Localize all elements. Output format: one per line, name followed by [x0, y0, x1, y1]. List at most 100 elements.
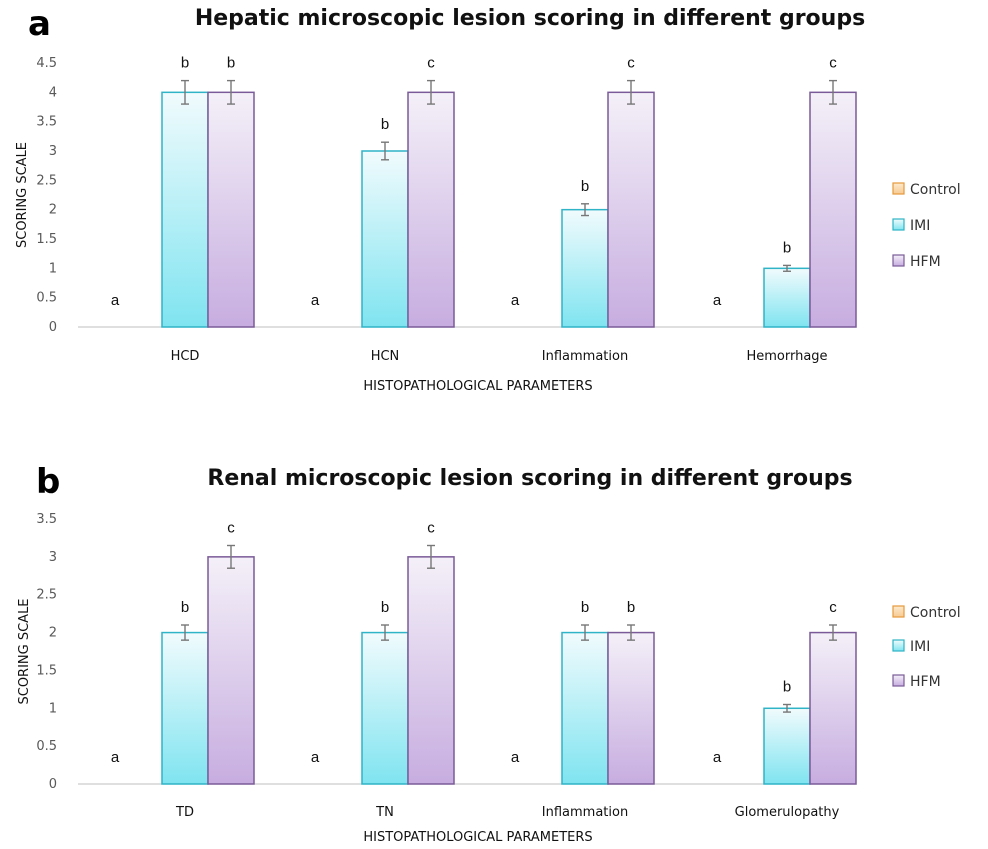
bar-hfm-b	[607, 631, 655, 785]
x-axis-label-a: HISTOPATHOLOGICAL PARAMETERS	[363, 379, 592, 394]
y-tick-label-b: 1	[49, 701, 57, 716]
bar-hfm-a	[407, 91, 455, 328]
panel-b: b Renal microscopic lesion scoring in di…	[0, 420, 988, 849]
y-tick-label-a: 3.5	[36, 115, 57, 130]
significance-letter-b: c	[829, 599, 837, 616]
legend-hfm-label-b: HFM	[910, 674, 941, 690]
y-tick-label-b: 3.5	[36, 512, 57, 527]
error-bar-imi-a	[181, 79, 189, 105]
significance-letter-b: c	[427, 520, 435, 537]
error-bar-imi-a	[581, 203, 589, 217]
significance-letter-a: b	[581, 178, 589, 195]
significance-letter-a: c	[627, 55, 635, 72]
y-tick-label-a: 3	[49, 144, 57, 159]
y-tick-label-b: 0	[49, 777, 57, 792]
category-label-a: HCN	[371, 349, 400, 364]
significance-letter-a: a	[713, 292, 722, 309]
significance-letter-a: c	[427, 55, 435, 72]
panel-a: a Hepatic microscopic lesion scoring in …	[0, 0, 988, 420]
y-tick-label-a: 1	[49, 261, 57, 276]
y-tick-label-a: 0	[49, 320, 57, 335]
error-bar-imi-a	[783, 264, 791, 272]
error-bar-imi-b	[581, 624, 589, 641]
legend-hfm-swatch-b	[892, 674, 905, 687]
chart-title-a: Hepatic microscopic lesion scoring in di…	[194, 6, 866, 31]
legend-control-label-a: Control	[910, 182, 961, 198]
bar-imi-b	[763, 707, 811, 785]
bar-imi-b	[561, 631, 609, 785]
bar-imi-b	[161, 631, 209, 785]
y-tick-label-a: 1.5	[36, 232, 57, 247]
significance-letter-b: c	[227, 520, 235, 537]
y-tick-label-b: 1.5	[36, 663, 57, 678]
bar-imi-a	[561, 208, 609, 328]
legend-imi-swatch-b	[892, 639, 905, 652]
y-tick-label-b: 0.5	[36, 739, 57, 754]
significance-letter-b: a	[511, 749, 520, 766]
bar-imi-a	[361, 150, 409, 328]
legend-hfm-swatch-a	[892, 254, 905, 267]
legend-control-label-b: Control	[910, 605, 961, 621]
significance-letter-a: a	[311, 292, 320, 309]
error-bar-hfm-a	[829, 79, 837, 105]
significance-letter-b: b	[783, 679, 791, 696]
category-label-a: Inflammation	[542, 349, 628, 364]
y-axis-label-b: SCORING SCALE	[17, 598, 32, 704]
category-label-a: Hemorrhage	[746, 349, 827, 364]
bar-hfm-b	[407, 556, 455, 785]
panel-letter-b: b	[36, 462, 61, 502]
y-tick-label-b: 3	[49, 550, 57, 565]
y-tick-label-a: 4	[49, 85, 57, 100]
bar-hfm-a	[809, 91, 857, 328]
significance-letter-b: b	[181, 599, 189, 616]
significance-letter-b: b	[581, 599, 589, 616]
legend-control-swatch-a	[892, 182, 905, 195]
y-tick-label-a: 4.5	[36, 56, 57, 71]
error-bar-hfm-b	[627, 624, 635, 641]
error-bar-hfm-b	[427, 544, 435, 569]
panel-letter-a: a	[28, 4, 51, 44]
y-tick-label-a: 0.5	[36, 291, 57, 306]
significance-letter-b: a	[311, 749, 320, 766]
error-bar-imi-b	[783, 703, 791, 713]
category-label-b: TN	[375, 805, 394, 820]
significance-letter-b: b	[627, 599, 635, 616]
error-bar-imi-b	[181, 624, 189, 641]
category-label-b: Glomerulopathy	[735, 805, 840, 820]
bar-hfm-b	[207, 556, 255, 785]
bar-imi-a	[763, 267, 811, 328]
category-label-b: TD	[175, 805, 194, 820]
bar-imi-a	[161, 91, 209, 328]
error-bar-imi-a	[381, 141, 389, 161]
significance-letter-b: a	[111, 749, 120, 766]
x-axis-label-b: HISTOPATHOLOGICAL PARAMETERS	[363, 830, 592, 845]
category-label-a: HCD	[171, 349, 200, 364]
chart-title-b: Renal microscopic lesion scoring in diff…	[207, 466, 853, 491]
legend-imi-swatch-a	[892, 218, 905, 231]
significance-letter-a: b	[181, 55, 189, 72]
significance-letter-a: b	[227, 55, 235, 72]
significance-letter-b: b	[381, 599, 389, 616]
significance-letter-a: b	[381, 116, 389, 133]
y-tick-label-b: 2	[49, 626, 57, 641]
error-bar-hfm-b	[227, 544, 235, 569]
error-bar-hfm-b	[829, 624, 837, 641]
significance-letter-a: a	[511, 292, 520, 309]
significance-letter-a: a	[111, 292, 120, 309]
y-tick-label-a: 2	[49, 203, 57, 218]
chart-a: 0 0.5 1 1.5 2 2.5 3 3.5 4 4.5 SCORING SCALE HISTOPA…	[15, 55, 961, 394]
legend-imi-label-b: IMI	[910, 639, 930, 655]
bar-hfm-a	[607, 91, 655, 328]
legend-control-swatch-b	[892, 605, 905, 618]
significance-letter-a: c	[829, 55, 837, 72]
legend-imi-label-a: IMI	[910, 218, 930, 234]
y-axis-label-a: SCORING SCALE	[15, 142, 30, 248]
y-tick-label-b: 2.5	[36, 588, 57, 603]
significance-letter-a: b	[783, 239, 791, 256]
bar-hfm-b	[809, 631, 857, 785]
error-bar-hfm-a	[427, 79, 435, 105]
y-tick-label-a: 2.5	[36, 173, 57, 188]
bar-imi-b	[361, 631, 409, 785]
bar-hfm-a	[207, 91, 255, 328]
category-label-b: Inflammation	[542, 805, 628, 820]
